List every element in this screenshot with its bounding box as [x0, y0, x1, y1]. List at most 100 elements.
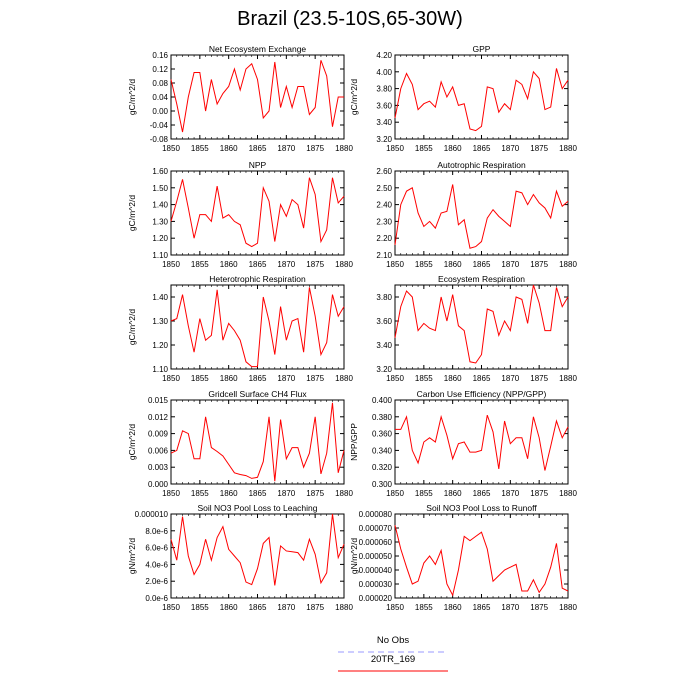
x-tick-label: 1850 [162, 489, 180, 498]
y-tick-label: 1.30 [152, 217, 168, 226]
series-line [395, 414, 569, 471]
y-tick-label: 1.40 [152, 201, 168, 210]
x-tick-label: 1870 [501, 374, 519, 383]
plot-frame [170, 513, 345, 599]
panel-10: 1850 1855 1860 1865 1870 1875 1880 0.000020 0.00… [349, 503, 577, 612]
y-tick-label: 0.000010 [135, 510, 169, 519]
x-tick-label: 1850 [162, 374, 180, 383]
y-tick-label: 0.009 [148, 430, 169, 439]
x-tick-label: 1875 [530, 374, 548, 383]
series-line [394, 525, 569, 597]
y-tick-label: 3.20 [376, 365, 392, 374]
y-tick-label: 3.40 [376, 118, 392, 127]
series-line [394, 284, 569, 364]
x-tick-label: 1865 [249, 489, 267, 498]
x-tick-label: 1875 [530, 260, 548, 269]
x-tick-label: 1855 [191, 489, 209, 498]
y-tick-label: 2.60 [376, 167, 392, 176]
panel-title: GPP [473, 44, 491, 54]
y-tick-label: 0.16 [152, 51, 168, 60]
x-tick-label: 1880 [335, 489, 353, 498]
y-tick-label: 0.320 [372, 463, 393, 472]
x-tick-label: 1875 [306, 260, 324, 269]
plot-frame [394, 399, 569, 485]
y-axis-label: gC/m^2/d [127, 79, 137, 115]
y-tick-label: 6.0e-6 [145, 544, 168, 553]
x-tick-label: 1850 [386, 260, 404, 269]
y-tick-label: 3.60 [376, 101, 392, 110]
panel-title: Gridcell Surface CH4 Flux [208, 389, 307, 399]
x-tick-label: 1860 [444, 144, 462, 153]
x-tick-label: 1870 [501, 260, 519, 269]
x-tick-label: 1860 [220, 374, 238, 383]
x-tick-label: 1865 [473, 144, 491, 153]
panel-8: 1850 1855 1860 1865 1870 1875 1880 0.300 0.320 0.… [349, 389, 577, 498]
panel-4: 1850 1855 1860 1865 1870 1875 1880 2.10 2.20 2.30… [376, 160, 577, 269]
y-tick-label: 1.50 [152, 184, 168, 193]
x-tick-label: 1875 [530, 489, 548, 498]
x-tick-label: 1880 [335, 144, 353, 153]
y-tick-label: 2.0e-6 [145, 577, 168, 586]
x-tick-label: 1855 [415, 144, 433, 153]
x-tick-label: 1850 [162, 144, 180, 153]
panel-title: Soil NO3 Pool Loss to Runoff [426, 503, 537, 513]
x-tick-label: 1870 [277, 489, 295, 498]
x-tick-label: 1865 [473, 603, 491, 612]
panel-6: 1850 1855 1860 1865 1870 1875 1880 3.20 3.40 3.60… [376, 274, 577, 383]
x-tick-label: 1865 [249, 260, 267, 269]
y-axis-label: gC/m^2/d [127, 424, 137, 460]
y-tick-label: 1.60 [152, 167, 168, 176]
y-axis-label: gN/m^2/d [349, 538, 359, 574]
panel-title: Carbon Use Efficiency (NPP/GPP) [417, 389, 547, 399]
y-tick-label: 0.00 [152, 107, 168, 116]
y-tick-label: 0.08 [152, 79, 168, 88]
y-tick-label: 0.000070 [359, 524, 393, 533]
y-tick-label: 0.300 [372, 480, 393, 489]
x-tick-label: 1880 [559, 374, 577, 383]
x-tick-label: 1855 [415, 374, 433, 383]
x-tick-label: 1880 [335, 603, 353, 612]
panel-title: Net Ecosystem Exchange [209, 44, 307, 54]
y-tick-label: 0.012 [148, 413, 169, 422]
y-tick-label: 0.003 [148, 463, 169, 472]
x-tick-label: 1860 [220, 260, 238, 269]
y-axis-label: gC/m^2/d [127, 195, 137, 231]
y-tick-label: 0.360 [372, 430, 393, 439]
x-tick-label: 1855 [415, 489, 433, 498]
x-tick-label: 1860 [220, 603, 238, 612]
x-tick-label: 1865 [249, 144, 267, 153]
y-tick-label: 2.50 [376, 184, 392, 193]
y-tick-label: 1.40 [152, 293, 168, 302]
y-axis-label: gC/m^2/d [349, 79, 359, 115]
y-tick-label: 3.60 [376, 317, 392, 326]
y-tick-label: 4.0e-6 [145, 560, 168, 569]
panel-5: 1850 1855 1860 1865 1870 1875 1880 1.10 1.20 1.30… [127, 274, 353, 383]
series-line [170, 177, 345, 248]
y-tick-label: 0.000020 [359, 594, 393, 603]
x-tick-label: 1860 [444, 374, 462, 383]
x-tick-label: 1870 [501, 489, 519, 498]
x-tick-label: 1880 [559, 144, 577, 153]
y-tick-label: 1.20 [152, 341, 168, 350]
x-tick-label: 1880 [559, 603, 577, 612]
y-tick-label: -0.08 [150, 135, 169, 144]
x-tick-label: 1855 [191, 144, 209, 153]
legend-label: No Obs [377, 635, 409, 646]
y-tick-label: 0.000080 [359, 510, 393, 519]
y-tick-label: 1.10 [152, 251, 168, 260]
y-axis-label: NPP/GPP [349, 423, 359, 461]
x-tick-label: 1865 [249, 603, 267, 612]
x-tick-label: 1875 [306, 374, 324, 383]
y-tick-label: 3.40 [376, 341, 392, 350]
x-tick-label: 1865 [473, 374, 491, 383]
x-tick-label: 1880 [335, 374, 353, 383]
y-tick-label: -0.04 [150, 121, 169, 130]
y-tick-label: 0.000040 [359, 566, 393, 575]
x-tick-label: 1870 [277, 603, 295, 612]
y-tick-label: 4.00 [376, 68, 392, 77]
x-tick-label: 1870 [501, 603, 519, 612]
x-tick-label: 1850 [386, 374, 404, 383]
x-tick-label: 1875 [530, 603, 548, 612]
x-tick-label: 1860 [444, 260, 462, 269]
